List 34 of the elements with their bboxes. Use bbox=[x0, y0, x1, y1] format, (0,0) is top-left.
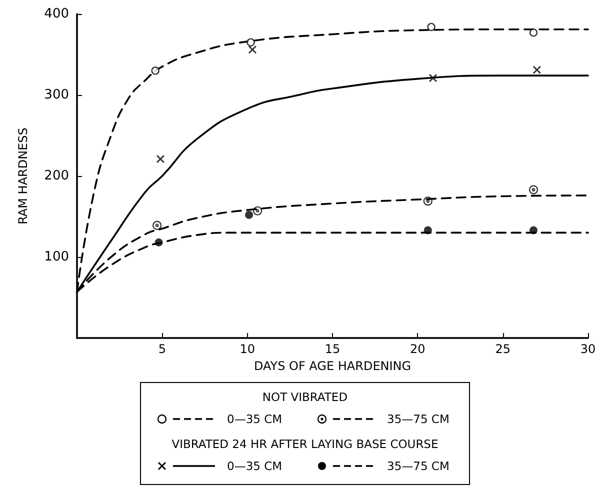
point bbox=[245, 210, 254, 219]
x-tick-label: 30 bbox=[580, 342, 596, 356]
legend-label: 35—75 CM bbox=[387, 412, 450, 426]
x-tick-label: 20 bbox=[410, 342, 426, 356]
point bbox=[428, 74, 438, 82]
point bbox=[529, 28, 538, 37]
point bbox=[151, 66, 160, 75]
point bbox=[152, 220, 162, 230]
point bbox=[532, 66, 542, 74]
legend-label: 35—75 CM bbox=[387, 459, 450, 473]
point bbox=[423, 196, 432, 206]
point bbox=[427, 22, 436, 32]
point bbox=[528, 185, 538, 194]
point bbox=[424, 226, 432, 234]
legend-label: 0—35 CM bbox=[227, 459, 282, 473]
y-tick-label: 400 bbox=[44, 6, 69, 22]
y-tick-label: 100 bbox=[44, 250, 69, 264]
y-axis-title: RAM HARDNESS bbox=[16, 128, 30, 224]
text: VIBRATED 24 HR AFTER LAYING BASE COURSE bbox=[170, 436, 440, 453]
point bbox=[530, 226, 538, 234]
x-tick-label: 25 bbox=[495, 342, 510, 356]
x-tick-label: 5 bbox=[158, 342, 166, 356]
point bbox=[156, 154, 165, 164]
point bbox=[252, 206, 262, 216]
point bbox=[246, 38, 255, 46]
x-tick-label: 10 bbox=[240, 342, 255, 356]
legend-label: 0—35 CM bbox=[227, 412, 282, 426]
x-axis-title: DAYS OF AGE HARDENING bbox=[254, 359, 412, 373]
y-tick-label: 200 bbox=[44, 168, 69, 184]
text: NOT VIBRATED bbox=[261, 389, 349, 406]
point bbox=[248, 45, 257, 54]
point bbox=[154, 238, 163, 246]
x-tick-label: 15 bbox=[324, 342, 340, 356]
y-tick-label: 300 bbox=[44, 88, 69, 102]
